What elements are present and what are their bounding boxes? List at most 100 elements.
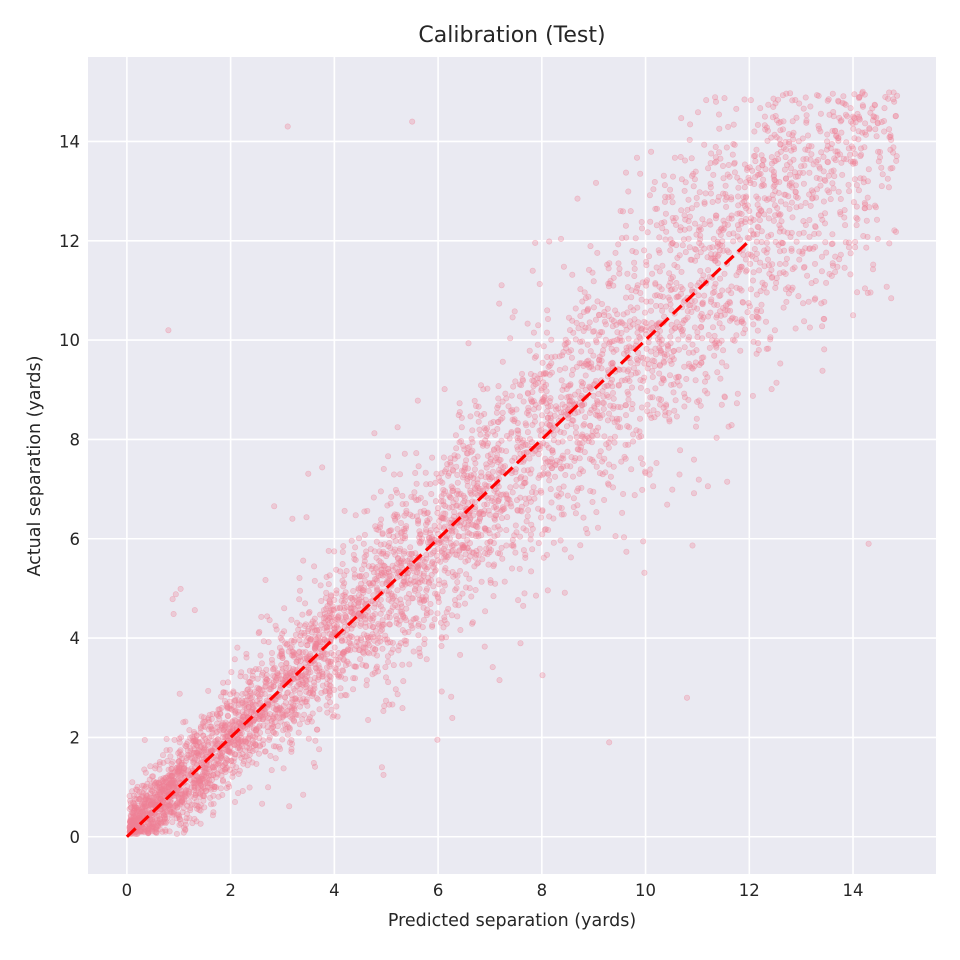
scatter-point-3831 xyxy=(734,174,741,181)
scatter-point-375 xyxy=(530,383,537,390)
scatter-point-82 xyxy=(610,348,617,355)
scatter-point-842 xyxy=(504,514,511,521)
scatter-point-693 xyxy=(647,307,654,314)
scatter-point-1422 xyxy=(339,560,346,567)
scatter-point-112 xyxy=(283,659,290,666)
scatter-point-4097 xyxy=(177,747,184,754)
scatter-point-3221 xyxy=(738,318,745,325)
scatter-point-1640 xyxy=(547,486,554,493)
scatter-point-718 xyxy=(774,205,781,212)
scatter-point-1007 xyxy=(719,163,726,170)
scatter-point-2967 xyxy=(731,160,738,167)
scatter-point-649 xyxy=(258,691,265,698)
scatter-point-4853 xyxy=(357,615,364,622)
scatter-point-4027 xyxy=(619,208,626,215)
scatter-point-19 xyxy=(239,716,246,723)
scatter-point-4633 xyxy=(161,815,168,822)
scatter-point-4644 xyxy=(255,750,262,757)
scatter-point-3956 xyxy=(365,716,372,723)
scatter-point-4058 xyxy=(312,737,319,744)
scatter-point-2821 xyxy=(222,689,229,696)
scatter-point-3149 xyxy=(660,172,667,179)
scatter-point-2468 xyxy=(394,587,401,594)
scatter-point-4624 xyxy=(607,473,614,480)
scatter-point-4435 xyxy=(831,173,838,180)
scatter-point-2455 xyxy=(800,218,807,225)
scatter-point-3743 xyxy=(531,495,538,502)
scatter-point-706 xyxy=(413,615,420,622)
scatter-point-2243 xyxy=(800,300,807,307)
scatter-point-4873 xyxy=(881,128,888,135)
scatter-point-527 xyxy=(203,738,210,745)
scatter-point-4778 xyxy=(573,319,580,326)
scatter-point-326 xyxy=(187,747,194,754)
scatter-point-4657 xyxy=(362,623,369,630)
scatter-point-1949 xyxy=(382,664,389,671)
scatter-point-4382 xyxy=(520,547,527,554)
scatter-point-497 xyxy=(188,801,195,808)
scatter-point-3128 xyxy=(709,199,716,206)
scatter-point-2058 xyxy=(688,155,695,162)
scatter-point-1639 xyxy=(197,820,204,827)
scatter-point-443 xyxy=(510,541,517,548)
scatter-point-4416 xyxy=(520,442,527,449)
scatter-point-530 xyxy=(419,535,426,542)
scatter-point-1141 xyxy=(394,424,401,431)
scatter-point-4505 xyxy=(755,165,762,172)
scatter-point-274 xyxy=(437,514,444,521)
x-tick-label-3: 6 xyxy=(433,881,444,900)
scatter-point-1540 xyxy=(544,587,551,594)
scatter-point-932 xyxy=(714,197,721,204)
scatter-point-2400 xyxy=(340,543,347,550)
scatter-point-3520 xyxy=(740,330,747,337)
scatter-point-2005 xyxy=(499,409,506,416)
scatter-point-3162 xyxy=(658,380,665,387)
scatter-point-4790 xyxy=(320,607,327,614)
scatter-point-4845 xyxy=(165,784,172,791)
scatter-point-240 xyxy=(769,273,776,280)
scatter-point-930 xyxy=(750,321,757,328)
scatter-point-4525 xyxy=(231,742,238,749)
scatter-point-4147 xyxy=(442,565,449,572)
scatter-point-4031 xyxy=(862,131,869,138)
scatter-point-84 xyxy=(658,396,665,403)
scatter-point-4713 xyxy=(141,798,148,805)
scatter-point-4016 xyxy=(570,329,577,336)
scatter-point-4064 xyxy=(852,239,859,246)
scatter-point-4820 xyxy=(449,487,456,494)
scatter-point-4196 xyxy=(163,803,170,810)
scatter-point-341 xyxy=(738,220,745,227)
scatter-point-4815 xyxy=(341,604,348,611)
scatter-point-3517 xyxy=(476,426,483,433)
scatter-point-2181 xyxy=(478,469,485,476)
scatter-point-90 xyxy=(886,240,893,247)
scatter-point-2199 xyxy=(787,171,794,178)
scatter-point-589 xyxy=(335,660,342,667)
scatter-point-2814 xyxy=(160,752,167,759)
scatter-point-2389 xyxy=(550,539,557,546)
scatter-point-621 xyxy=(434,610,441,617)
scatter-point-662 xyxy=(860,233,867,240)
scatter-point-54 xyxy=(594,408,601,415)
scatter-point-628 xyxy=(530,378,537,385)
scatter-point-96 xyxy=(761,211,768,218)
scatter-point-1899 xyxy=(624,270,631,277)
scatter-point-4734 xyxy=(296,596,303,603)
scatter-point-4488 xyxy=(431,561,438,568)
scatter-point-4775 xyxy=(625,366,632,373)
scatter-point-4418 xyxy=(803,155,810,162)
scatter-point-4325 xyxy=(225,748,232,755)
scatter-point-912 xyxy=(789,118,796,125)
scatter-point-845 xyxy=(749,392,756,399)
scatter-point-1495 xyxy=(527,531,534,538)
scatter-point-132 xyxy=(400,550,407,557)
scatter-point-70 xyxy=(221,761,228,768)
scatter-point-3608 xyxy=(580,309,587,316)
scatter-point-3361 xyxy=(575,388,582,395)
scatter-point-3835 xyxy=(744,309,751,316)
scatter-point-3231 xyxy=(751,181,758,188)
scatter-point-395 xyxy=(755,212,762,219)
scatter-point-1691 xyxy=(697,226,704,233)
scatter-point-4140 xyxy=(694,109,701,116)
scatter-point-163 xyxy=(671,325,678,332)
